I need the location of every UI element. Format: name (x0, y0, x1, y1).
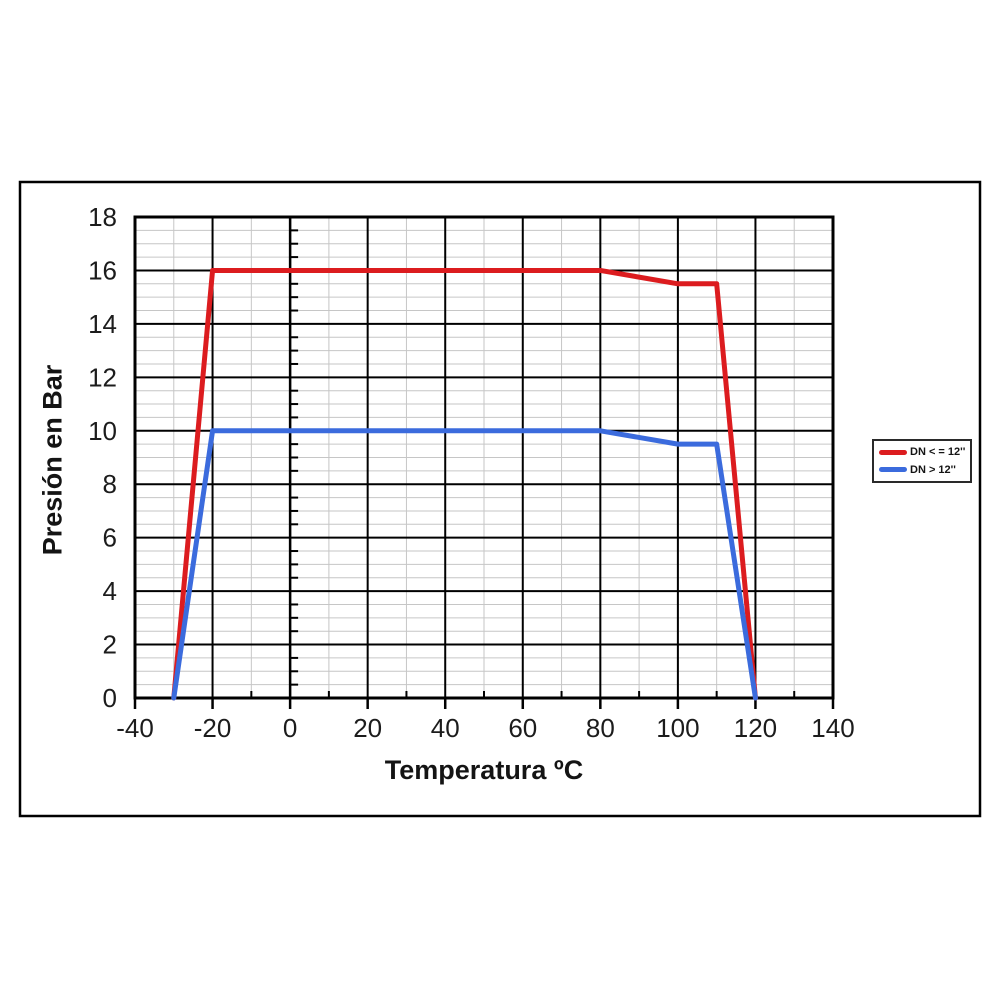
y-axis-title: Presión en Bar (37, 364, 68, 556)
figure-border-rect (18, 180, 982, 818)
legend: DN < = 12'' DN > 12'' (872, 439, 972, 483)
y-tick-label: 4 (103, 576, 117, 606)
figure-border (18, 180, 982, 818)
legend-item: DN < = 12'' (879, 446, 970, 458)
series-line-1 (171, 428, 758, 701)
y-tick-label: 10 (88, 416, 117, 446)
x-tick-label: 60 (508, 713, 537, 743)
y-tick-label: 18 (88, 202, 117, 232)
x-tick-label: -20 (194, 713, 232, 743)
x-tick-label: 0 (283, 713, 297, 743)
x-tick-labels: -40 -20 0 20 40 60 80 100 120 140 (116, 713, 854, 743)
x-tick-label: 80 (586, 713, 615, 743)
x-tick-label: 100 (656, 713, 699, 743)
y-tick-label: 8 (103, 469, 117, 499)
legend-label: DN < = 12'' (910, 446, 966, 459)
y-tick-label: 6 (103, 523, 117, 553)
series-line-0 (171, 267, 758, 701)
y-axis-line-and-ticks (288, 217, 299, 698)
y-tick-label: 16 (88, 255, 117, 285)
legend-line-sample-red (879, 449, 907, 455)
x-tick-label: 40 (431, 713, 460, 743)
gridlines-major (135, 217, 833, 698)
y-tick-label: 14 (88, 309, 117, 339)
x-axis-title: Temperatura ºC (384, 755, 584, 785)
legend-label: DN > 12'' (910, 463, 956, 476)
y-tick-label: 2 (103, 630, 117, 660)
x-tick-label: -40 (116, 713, 154, 743)
legend-item: DN > 12'' (879, 464, 970, 476)
gridlines-minor (135, 217, 833, 698)
y-tick-labels: 0 2 4 6 8 10 12 14 16 18 (88, 202, 117, 713)
x-axis-ticks (133, 691, 835, 709)
y-tick-label: 0 (103, 683, 117, 713)
x-tick-label: 120 (734, 713, 777, 743)
series-lines (171, 267, 758, 701)
x-tick-label: 20 (353, 713, 382, 743)
y-tick-label: 12 (88, 362, 117, 392)
x-tick-label: 140 (811, 713, 854, 743)
legend-line-sample-blue (879, 467, 907, 473)
